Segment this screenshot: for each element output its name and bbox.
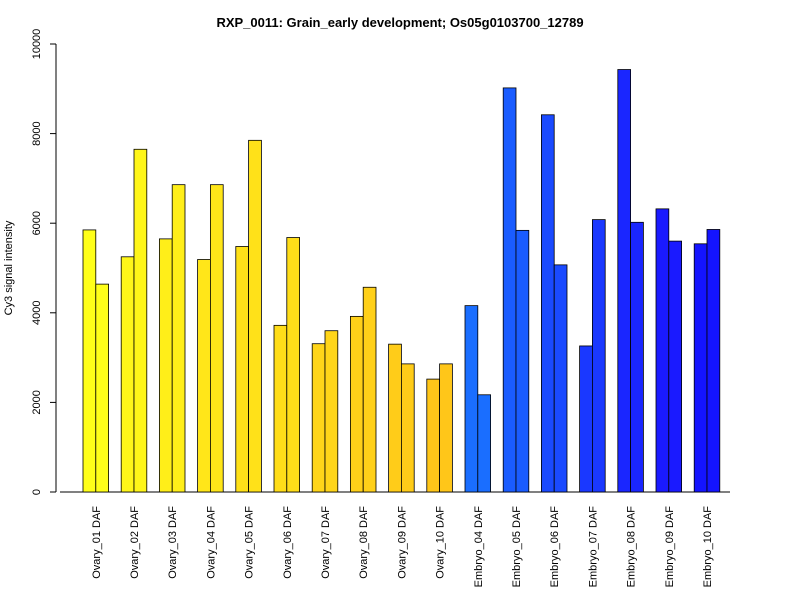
y-tick-label: 8000 <box>31 121 43 145</box>
bar-14-2 <box>592 219 606 493</box>
bar-7-2 <box>324 330 339 493</box>
category-label: Embryo_07 DAF <box>587 506 599 588</box>
y-axis-label: Cy3 signal intensity <box>3 220 15 315</box>
bar-12-2 <box>515 229 530 493</box>
category-label: Embryo_08 DAF <box>626 506 638 588</box>
category-label: Ovary_07 DAF <box>320 506 332 579</box>
category-label: Ovary_10 DAF <box>435 506 447 579</box>
chart-title: RXP_0011: Grain_early development; Os05g… <box>216 15 583 30</box>
bar-17-2 <box>706 229 721 493</box>
category-label: Ovary_02 DAF <box>129 506 141 579</box>
bar-15-1 <box>617 69 631 493</box>
y-tick-label: 4000 <box>31 301 43 325</box>
bar-8-2 <box>362 286 377 493</box>
bar-13-2 <box>553 264 568 493</box>
bar-10-1 <box>426 378 440 493</box>
category-label: Ovary_09 DAF <box>396 506 408 579</box>
category-labels: Ovary_01 DAF Ovary_02 DAF Ovary_03 DAF Ovar… <box>91 506 714 588</box>
bar-7-1 <box>311 343 326 493</box>
bar-1-2 <box>95 283 110 493</box>
bars <box>82 69 721 493</box>
category-label: Embryo_04 DAF <box>473 506 485 588</box>
bar-8-1 <box>349 315 364 493</box>
y-axis: 0 2000 4000 6000 8000 10000 <box>31 29 57 495</box>
y-tick-label: 0 <box>31 489 43 495</box>
bar-11-2 <box>477 394 491 493</box>
bar-1-1 <box>82 229 97 493</box>
bar-2-2 <box>133 148 148 493</box>
bar-5-2 <box>248 139 262 493</box>
category-label: Ovary_08 DAF <box>358 506 370 579</box>
y-tick-label: 2000 <box>31 390 43 414</box>
category-label: Embryo_10 DAF <box>702 506 714 588</box>
bar-3-2 <box>171 184 186 493</box>
category-label: Ovary_01 DAF <box>91 506 103 579</box>
bar-5-1 <box>235 246 250 493</box>
bar-4-2 <box>209 184 224 493</box>
bar-14-1 <box>579 345 593 493</box>
bar-12-1 <box>502 87 517 493</box>
bar-9-1 <box>388 343 402 493</box>
bar-6-2 <box>286 237 300 493</box>
bar-2-1 <box>120 256 135 493</box>
category-label: Ovary_06 DAF <box>282 506 294 579</box>
bar-11-1 <box>464 305 479 493</box>
bar-9-2 <box>400 363 415 493</box>
category-label: Ovary_04 DAF <box>205 506 217 579</box>
bar-16-1 <box>655 208 670 493</box>
category-label: Embryo_06 DAF <box>549 506 561 588</box>
bar-10-2 <box>439 363 453 493</box>
y-tick-label: 6000 <box>31 211 43 235</box>
category-label: Ovary_03 DAF <box>167 506 179 579</box>
bar-6-1 <box>273 324 288 493</box>
bar-3-1 <box>158 238 173 493</box>
bar-17-1 <box>693 243 708 493</box>
category-label: Ovary_05 DAF <box>244 506 256 579</box>
category-label: Embryo_05 DAF <box>511 506 523 588</box>
bar-4-1 <box>197 259 211 493</box>
category-label: Embryo_09 DAF <box>664 506 676 588</box>
bar-15-2 <box>630 221 644 493</box>
bar-16-2 <box>668 240 682 493</box>
bar-13-1 <box>541 114 555 493</box>
y-tick-label: 10000 <box>31 29 43 60</box>
